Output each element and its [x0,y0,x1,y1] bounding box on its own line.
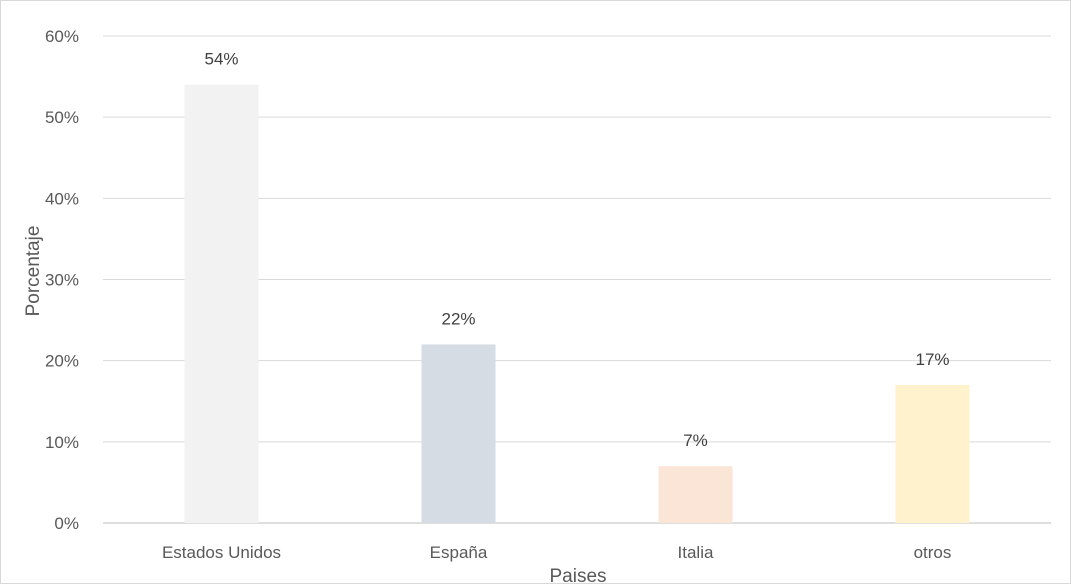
y-tick-label: 60% [45,27,79,46]
data-label: 7% [683,431,708,450]
data-label: 17% [915,350,949,369]
bar-3 [895,385,970,523]
x-axis-title: Paises [549,566,606,585]
bar-1 [421,344,496,523]
y-axis-title: Porcentaje [23,226,44,317]
y-tick-label: 0% [54,514,79,533]
data-label: 22% [441,309,475,328]
y-tick-label: 50% [45,108,79,127]
data-labels: 54% 22% 7% 17% [204,50,949,450]
gridlines [103,35,1051,524]
x-tick-label: Italia [678,543,714,562]
x-tick-labels: Estados Unidos España Italia otros [162,543,951,562]
y-tick-label: 20% [45,352,79,371]
y-tick-label: 10% [45,433,79,452]
bars [184,84,970,523]
y-tick-labels: 0% 10% 20% 30% 40% 50% 60% [45,27,79,533]
x-tick-label: Estados Unidos [162,543,281,562]
bar-2 [658,466,733,523]
y-tick-label: 30% [45,271,79,290]
x-tick-label: otros [914,543,952,562]
bar-0 [184,84,259,523]
x-tick-label: España [430,543,488,562]
y-tick-label: 40% [45,189,79,208]
data-label: 54% [204,50,238,69]
